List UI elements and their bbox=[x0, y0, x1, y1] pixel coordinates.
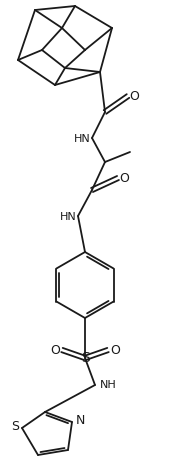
Text: O: O bbox=[129, 90, 139, 102]
Text: HN: HN bbox=[74, 134, 90, 144]
Text: O: O bbox=[50, 344, 60, 356]
Text: O: O bbox=[110, 344, 120, 356]
Text: S: S bbox=[81, 351, 89, 365]
Text: N: N bbox=[75, 414, 85, 428]
Text: S: S bbox=[11, 420, 19, 434]
Text: O: O bbox=[119, 172, 129, 184]
Text: HN: HN bbox=[60, 212, 76, 222]
Text: NH: NH bbox=[100, 380, 117, 390]
